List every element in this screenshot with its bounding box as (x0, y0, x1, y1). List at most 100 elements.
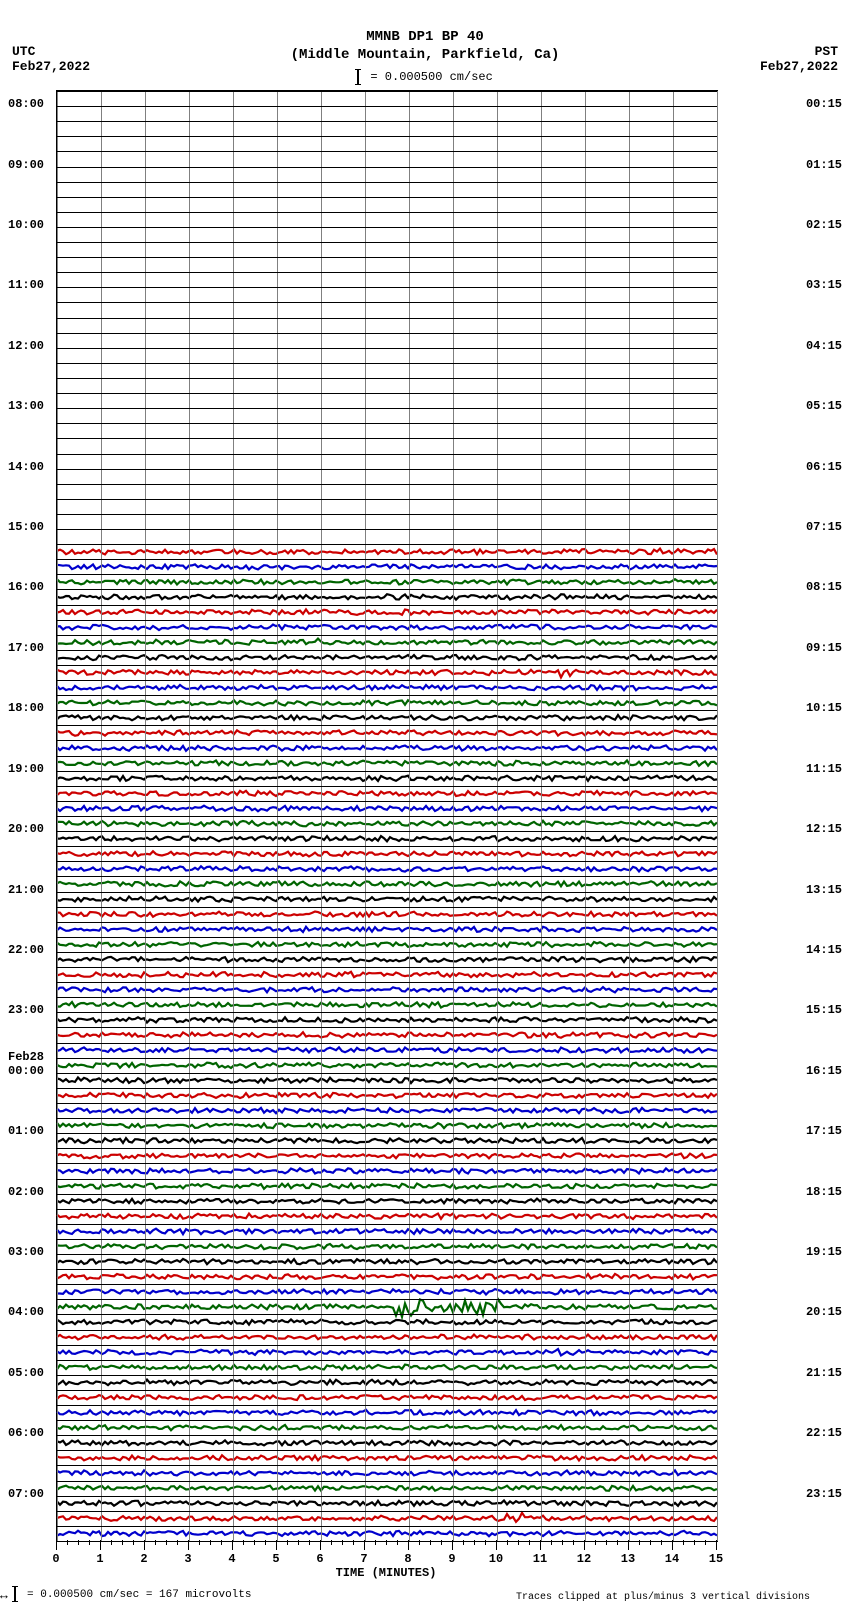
seismic-trace (57, 670, 717, 678)
x-tick-label: 10 (489, 1552, 503, 1566)
pst-time-label: 01:15 (806, 158, 842, 172)
utc-time-label: 17:00 (8, 641, 44, 655)
seismic-trace (57, 625, 717, 630)
footer-left-text: = 0.000500 cm/sec = 167 microvolts (27, 1589, 251, 1601)
seismic-trace (57, 715, 717, 720)
seismic-trace (57, 685, 717, 690)
pst-time-label: 16:15 (806, 1064, 842, 1078)
seismic-trace (57, 549, 717, 555)
seismic-trace (57, 1425, 717, 1430)
footer-right: Traces clipped at plus/minus 3 vertical … (516, 1592, 810, 1603)
seismic-trace (57, 655, 717, 660)
seismic-trace (57, 1531, 717, 1537)
seismic-trace (57, 1229, 717, 1234)
pst-time-label: 13:15 (806, 883, 842, 897)
utc-time-label: 08:00 (8, 97, 44, 111)
pst-time-label: 23:15 (806, 1487, 842, 1501)
seismic-trace (57, 761, 717, 766)
x-tick-label: 11 (533, 1552, 547, 1566)
utc-time-label: 07:00 (8, 1487, 44, 1501)
pst-time-label: 00:15 (806, 97, 842, 111)
seismogram-container: UTC Feb27,2022 PST Feb27,2022 MMNB DP1 B… (0, 0, 850, 1613)
seismic-trace (57, 1440, 717, 1445)
pst-time-label: 15:15 (806, 1003, 842, 1017)
seismic-trace (57, 1002, 717, 1008)
footer-right-text: Traces clipped at plus/minus 3 vertical … (516, 1592, 810, 1603)
seismic-trace (57, 866, 717, 871)
pst-time-label: 21:15 (806, 1366, 842, 1380)
utc-time-label: 03:00 (8, 1245, 44, 1259)
x-axis-title: TIME (MINUTES) (336, 1566, 437, 1580)
utc-time-label: 18:00 (8, 701, 44, 715)
utc-time-label: 12:00 (8, 339, 44, 353)
seismic-trace (57, 1032, 717, 1038)
pst-time-label: 10:15 (806, 701, 842, 715)
seismic-trace (57, 821, 717, 827)
seismic-trace (57, 957, 717, 962)
seismic-trace (57, 806, 717, 812)
seismic-trace (57, 1319, 717, 1324)
seismic-trace (57, 1138, 717, 1143)
seismic-trace (57, 912, 717, 917)
utc-time-label: 10:00 (8, 218, 44, 232)
x-tick-label: 7 (360, 1552, 367, 1566)
seismic-trace (57, 927, 717, 932)
x-tick-label: 4 (228, 1552, 235, 1566)
seismogram-plot (56, 90, 718, 1542)
seismic-trace (57, 1365, 717, 1370)
seismic-trace (57, 1259, 717, 1264)
utc-time-label: 22:00 (8, 943, 44, 957)
utc-time-label: 16:00 (8, 580, 44, 594)
seismic-trace (57, 972, 717, 978)
footer-left: ↔ = 0.000500 cm/sec = 167 microvolts (0, 1587, 251, 1603)
pst-time-label: 11:15 (806, 762, 842, 776)
seismic-trace (57, 1455, 717, 1460)
x-tick-label: 13 (621, 1552, 635, 1566)
x-tick-label: 3 (184, 1552, 191, 1566)
seismic-trace (57, 579, 717, 584)
utc-time-label: 09:00 (8, 158, 44, 172)
seismic-trace (57, 1199, 717, 1204)
seismic-trace (57, 1501, 717, 1507)
utc-time-label: 00:00 (8, 1064, 44, 1078)
x-tick-label: 1 (96, 1552, 103, 1566)
station-location: (Middle Mountain, Parkfield, Ca) (0, 46, 850, 64)
seismic-trace (57, 1349, 717, 1355)
seismic-trace (57, 730, 717, 735)
seismic-trace (57, 1047, 717, 1052)
seismic-trace (57, 987, 717, 992)
seismic-trace (57, 1335, 717, 1340)
utc-time-label: 01:00 (8, 1124, 44, 1138)
x-tick-label: 14 (665, 1552, 679, 1566)
utc-time-label: 21:00 (8, 883, 44, 897)
seismic-trace (57, 564, 717, 569)
seismic-trace (57, 836, 717, 841)
utc-time-label: 23:00 (8, 1003, 44, 1017)
x-tick-label: 0 (52, 1552, 59, 1566)
seismic-trace (57, 1093, 717, 1098)
seismic-trace (57, 1214, 717, 1219)
pst-time-label: 06:15 (806, 460, 842, 474)
pst-time-label: 20:15 (806, 1305, 842, 1319)
seismic-trace (57, 942, 717, 947)
seismic-trace (57, 1078, 717, 1084)
seismic-trace (57, 1017, 717, 1022)
header-block: MMNB DP1 BP 40 (Middle Mountain, Parkfie… (0, 0, 850, 64)
pst-time-label: 02:15 (806, 218, 842, 232)
seismic-trace (57, 1380, 717, 1386)
utc-time-label: 06:00 (8, 1426, 44, 1440)
seismic-trace (57, 1184, 717, 1189)
x-tick-label: 6 (316, 1552, 323, 1566)
seismic-trace (57, 1486, 717, 1491)
seismic-trace (57, 639, 717, 645)
tz-right-date: Feb27,2022 (760, 59, 838, 74)
seismic-trace (57, 745, 717, 750)
scale-indicator: = 0.000500 cm/sec (0, 70, 850, 84)
pst-time-label: 19:15 (806, 1245, 842, 1259)
x-tick-label: 9 (448, 1552, 455, 1566)
seismic-trace (57, 1154, 717, 1159)
x-tick-label: 2 (140, 1552, 147, 1566)
utc-time-label: 02:00 (8, 1185, 44, 1199)
seismic-trace (57, 1063, 717, 1068)
pst-time-label: 17:15 (806, 1124, 842, 1138)
